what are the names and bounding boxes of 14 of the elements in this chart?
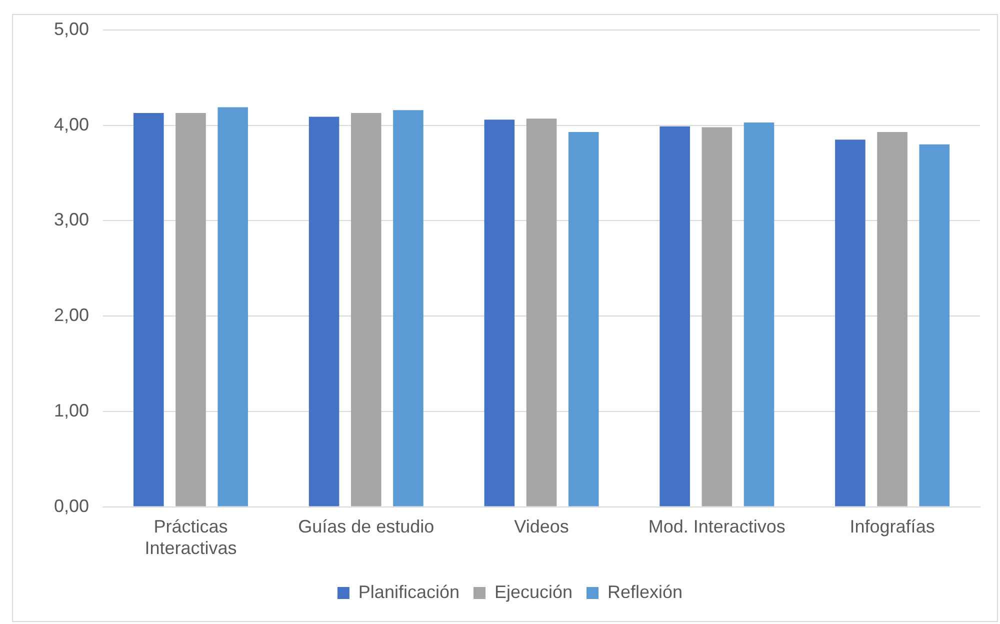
x-tick-label: Prácticas Interactivas (144, 516, 237, 558)
x-tick-label: Infografías (850, 516, 935, 537)
x-tick-label: Videos (514, 516, 569, 537)
y-tick-label: 3,00 (54, 210, 90, 230)
y-tick-label: 2,00 (54, 305, 90, 326)
y-tick-label: 0,00 (54, 496, 90, 516)
legend-label: Ejecución (494, 582, 573, 602)
y-tick-label: 5,00 (54, 18, 90, 39)
legend-label: Reflexión (608, 582, 683, 602)
x-tick-label: Guías de estudio (298, 516, 434, 537)
y-tick-label: 1,00 (54, 400, 90, 420)
y-tick-label: 4,00 (54, 114, 90, 134)
legend-label: Planificación (358, 582, 460, 602)
x-tick-label: Mod. Interactivos (648, 516, 786, 537)
